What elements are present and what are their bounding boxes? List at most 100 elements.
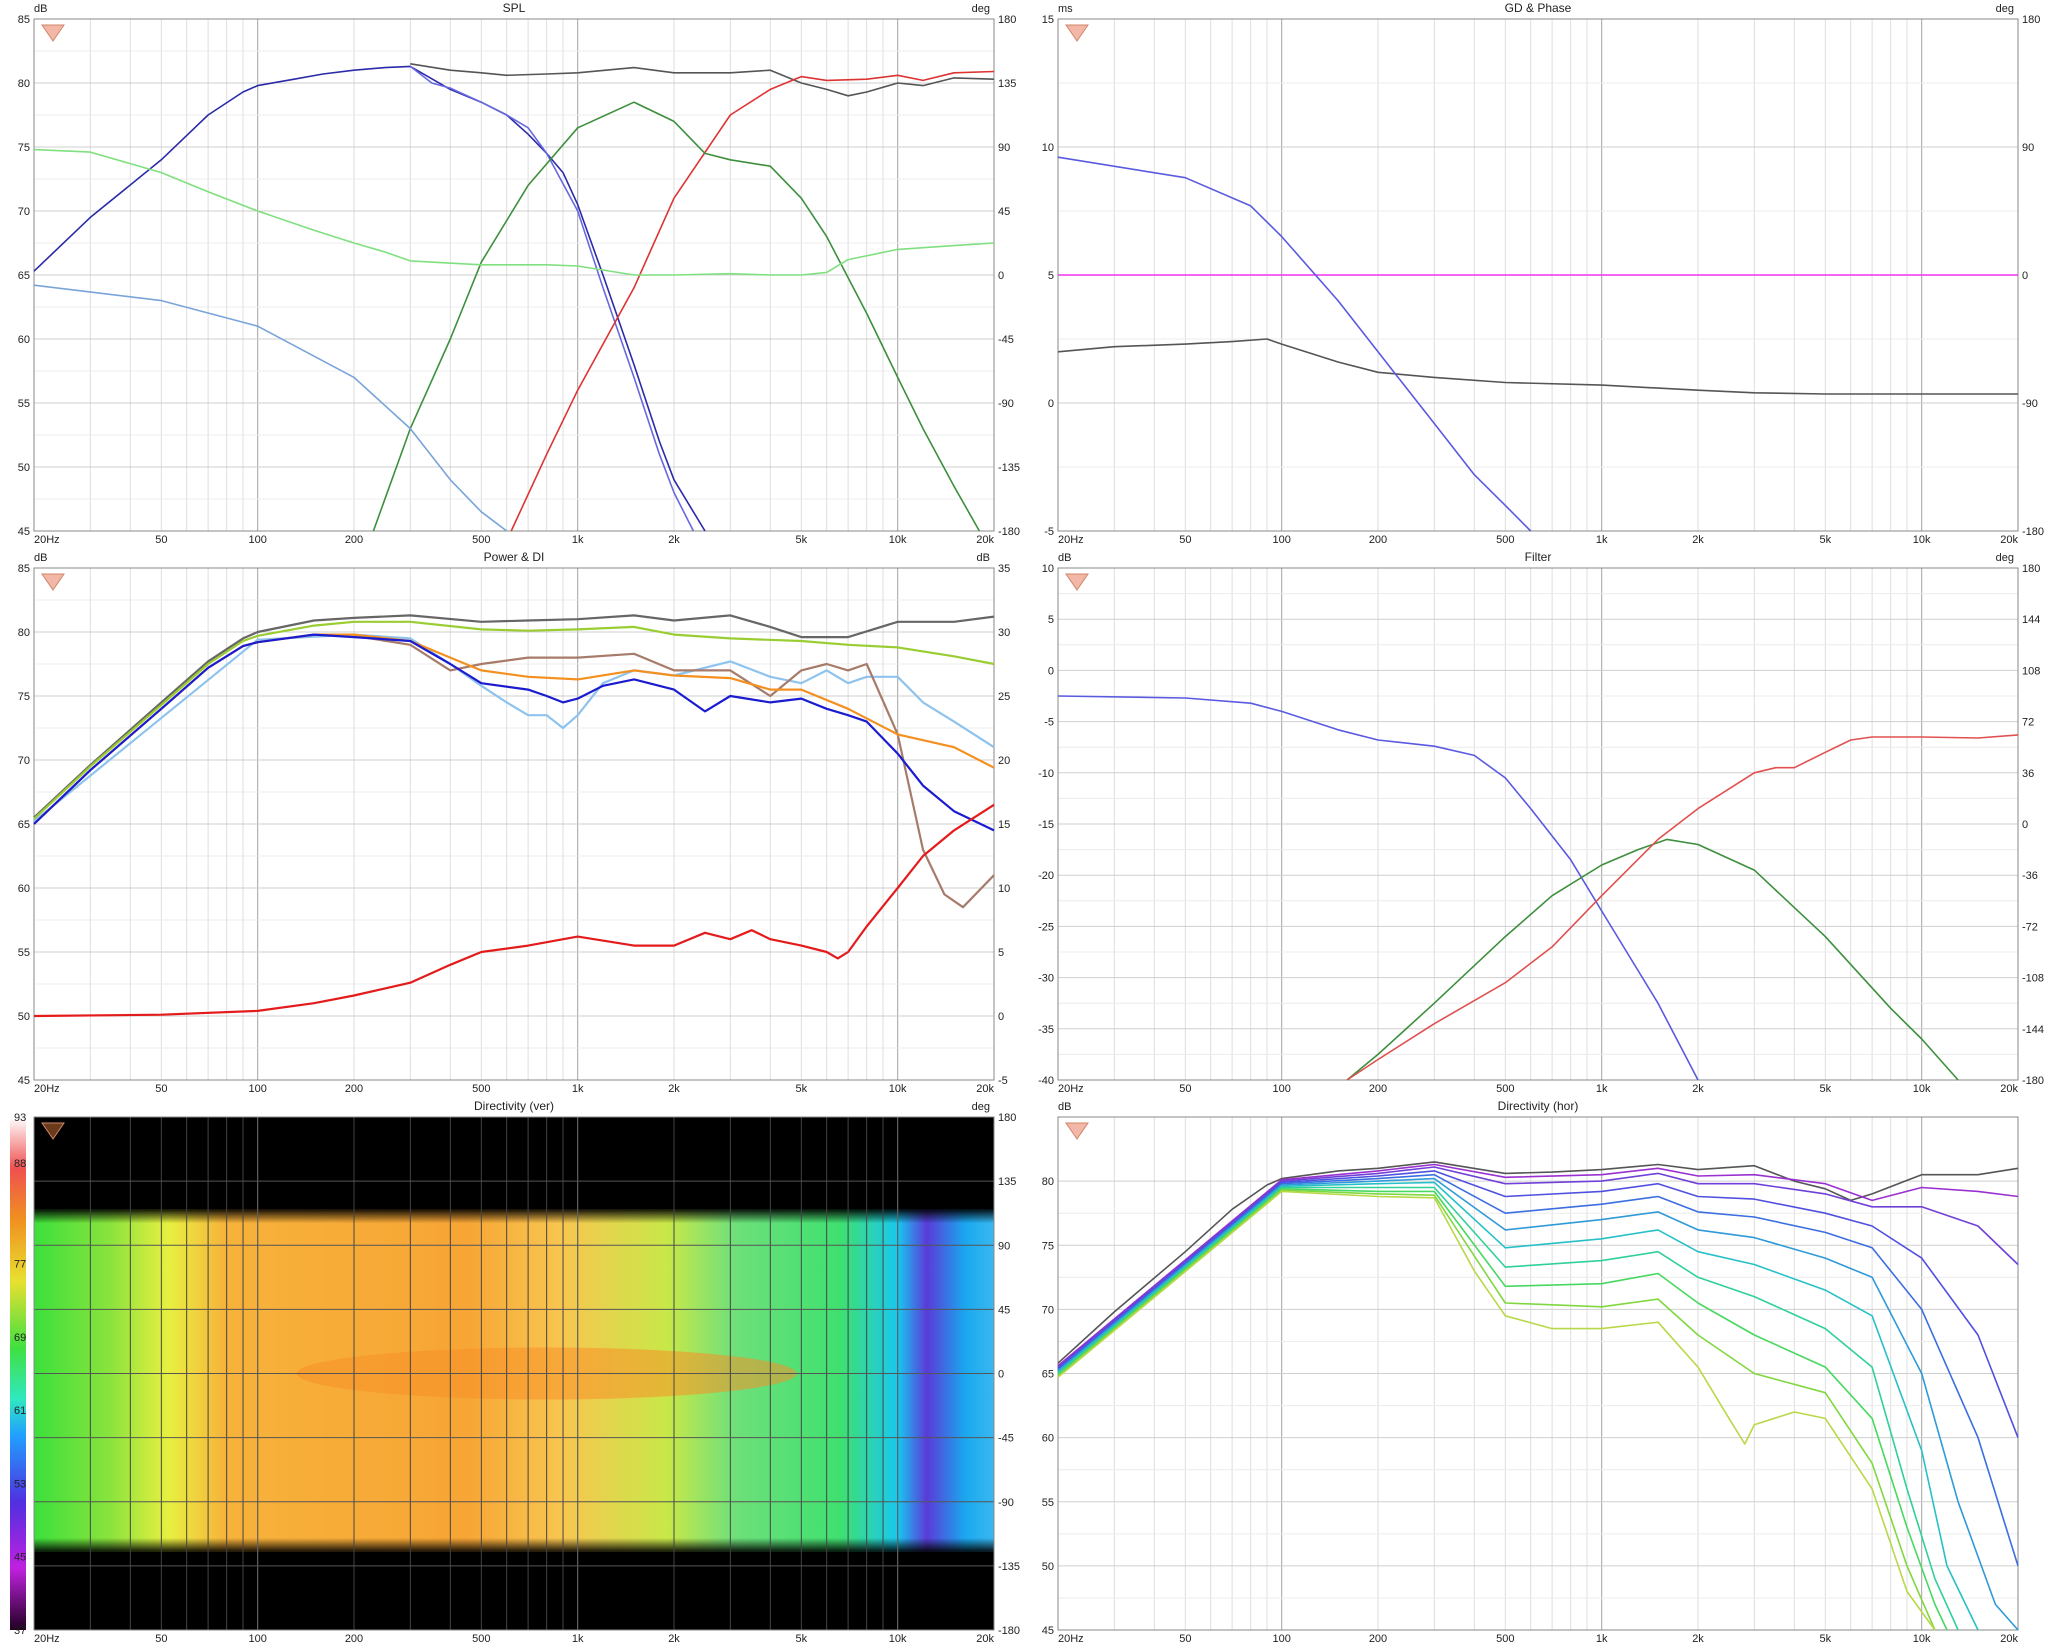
y-right-tick-label: -72	[2022, 921, 2038, 933]
color-scale-label: 53	[14, 1478, 26, 1490]
y-right-tick-label: 5	[998, 947, 1004, 959]
y-right-tick-label: 45	[998, 1304, 1010, 1316]
x-tick-label: 200	[1369, 534, 1387, 546]
x-tick-label: 500	[472, 1083, 490, 1095]
series-line	[1057, 1181, 1979, 1631]
y-right-tick-label: 36	[2022, 768, 2034, 780]
y-tick-label: -25	[1038, 921, 1054, 933]
y-right-tick-label: 180	[998, 14, 1016, 26]
y-right-tick-label: 135	[998, 1176, 1016, 1188]
y-tick-label: -10	[1038, 768, 1054, 780]
series-line	[1057, 1186, 1959, 1631]
series-line	[1057, 1177, 2019, 1631]
plot-frame	[33, 18, 995, 532]
x-tick-label: 20Hz	[34, 534, 60, 546]
series-line	[1057, 1166, 2019, 1368]
y-tick-label: -40	[1038, 1075, 1054, 1087]
y-right-tick-label: 0	[998, 270, 1004, 282]
series-line	[353, 634, 995, 909]
series-line	[33, 633, 995, 832]
x-tick-label: 1k	[1596, 1083, 1608, 1095]
series-line	[33, 65, 706, 532]
x-tick-label: 20Hz	[1058, 1083, 1084, 1095]
y-tick-label: 75	[18, 691, 30, 703]
y-axis-label: dB	[34, 552, 47, 564]
x-tick-label: 2k	[668, 1633, 680, 1645]
y-axis-label: dB	[1058, 552, 1071, 564]
y-right-tick-label: 0	[998, 1369, 1004, 1381]
chart-title: GD & Phase	[1505, 1, 1572, 15]
y-right-tick-label: -108	[2022, 973, 2044, 985]
series-line	[1057, 1189, 1936, 1631]
directivity-ver-chart: 93 88 77 69 61 53 45 37 -180 -135 -90 -45 0 45 90 135 18…	[10, 1099, 1020, 1645]
y-right-tick-label: -180	[998, 1625, 1020, 1637]
logo-icon	[41, 1122, 65, 1140]
y-tick-label: 60	[1042, 1433, 1054, 1445]
x-tick-label: 10k	[1913, 1083, 1931, 1095]
color-scale-label: 37	[14, 1625, 26, 1637]
x-tick-label: 20k	[2000, 1083, 2018, 1095]
filter-chart: -40 -35 -30 -25 -20 -15 -10 -5 0 5 10 -180 -144 -108 -…	[1038, 550, 2044, 1095]
y-right-tick-label: 108	[2022, 665, 2040, 677]
color-scale-label: 45	[14, 1552, 26, 1564]
y-tick-label: 55	[1042, 1497, 1054, 1509]
y-right-tick-label: -180	[998, 526, 1020, 538]
x-tick-label: 1k	[572, 1633, 584, 1645]
series-line	[1057, 1163, 2019, 1367]
x-tick-label: 20k	[976, 534, 994, 546]
y-right-tick-label: 45	[998, 206, 1010, 218]
x-tick-label: 50	[1179, 534, 1191, 546]
y-right-tick-label: 90	[2022, 142, 2034, 154]
x-tick-label: 10k	[1913, 1633, 1931, 1645]
y-right-tick-label: -90	[998, 398, 1014, 410]
y-right-tick-label: -144	[2022, 1024, 2044, 1036]
x-tick-label: 10k	[889, 1083, 907, 1095]
y-right-tick-label: 30	[998, 627, 1010, 639]
x-tick-label: 100	[1272, 1633, 1290, 1645]
x-tick-label: 50	[155, 1083, 167, 1095]
series-line	[33, 284, 508, 532]
x-tick-label: 500	[1496, 1633, 1514, 1645]
chart-title: Filter	[1525, 550, 1552, 564]
x-tick-label: 50	[1179, 1633, 1191, 1645]
y-right-tick-label: 144	[2022, 614, 2040, 626]
series-line	[1057, 1188, 1948, 1631]
logo-icon	[41, 24, 65, 42]
x-tick-label: 5k	[796, 1083, 808, 1095]
x-tick-label: 100	[248, 1633, 266, 1645]
x-tick-label: 2k	[1692, 534, 1704, 546]
series-line	[1057, 156, 1532, 532]
y-tick-label: 85	[18, 14, 30, 26]
y-right-tick-label: -135	[998, 1561, 1020, 1573]
y-right-tick-label: -45	[998, 334, 1014, 346]
y-tick-label: 50	[1042, 1561, 1054, 1573]
x-tick-label: 1k	[1596, 534, 1608, 546]
chart-title: Directivity (hor)	[1498, 1099, 1579, 1113]
y-tick-label: -35	[1038, 1024, 1054, 1036]
power-di-chart: 45 50 55 60 65 70 75 80 85 -5 0 5 10 15 20 25 30 35 20Hz 50…	[18, 550, 1011, 1095]
x-tick-label: 500	[1496, 1083, 1514, 1095]
y-tick-label: 45	[18, 526, 30, 538]
spl-chart: 45 50 55 60 65 70 75 80 85 -180 -135 -90 -45 0 45 90 135…	[18, 1, 1020, 546]
x-tick-label: 1k	[572, 534, 584, 546]
y-right-axis-label: dB	[977, 552, 990, 564]
chart-title: SPL	[503, 1, 526, 15]
y-right-tick-label: -180	[2022, 526, 2044, 538]
y-tick-label: 75	[1042, 1240, 1054, 1252]
x-tick-label: 200	[345, 1633, 363, 1645]
y-right-tick-label: -90	[998, 1497, 1014, 1509]
logo-icon	[1065, 24, 1089, 42]
color-scale-label: 77	[14, 1259, 26, 1271]
y-right-axis-label: deg	[972, 1101, 990, 1113]
logo-icon	[1065, 573, 1089, 591]
y-tick-label: 10	[1042, 563, 1054, 575]
x-tick-label: 100	[248, 534, 266, 546]
y-tick-label: 15	[1042, 14, 1054, 26]
x-tick-label: 200	[1369, 1633, 1387, 1645]
x-tick-label: 10k	[889, 534, 907, 546]
y-tick-label: 45	[18, 1075, 30, 1087]
y-right-tick-label: 15	[998, 819, 1010, 831]
series-line	[1057, 695, 1699, 1081]
y-right-tick-label: 72	[2022, 717, 2034, 729]
x-tick-label: 1k	[1596, 1633, 1608, 1645]
